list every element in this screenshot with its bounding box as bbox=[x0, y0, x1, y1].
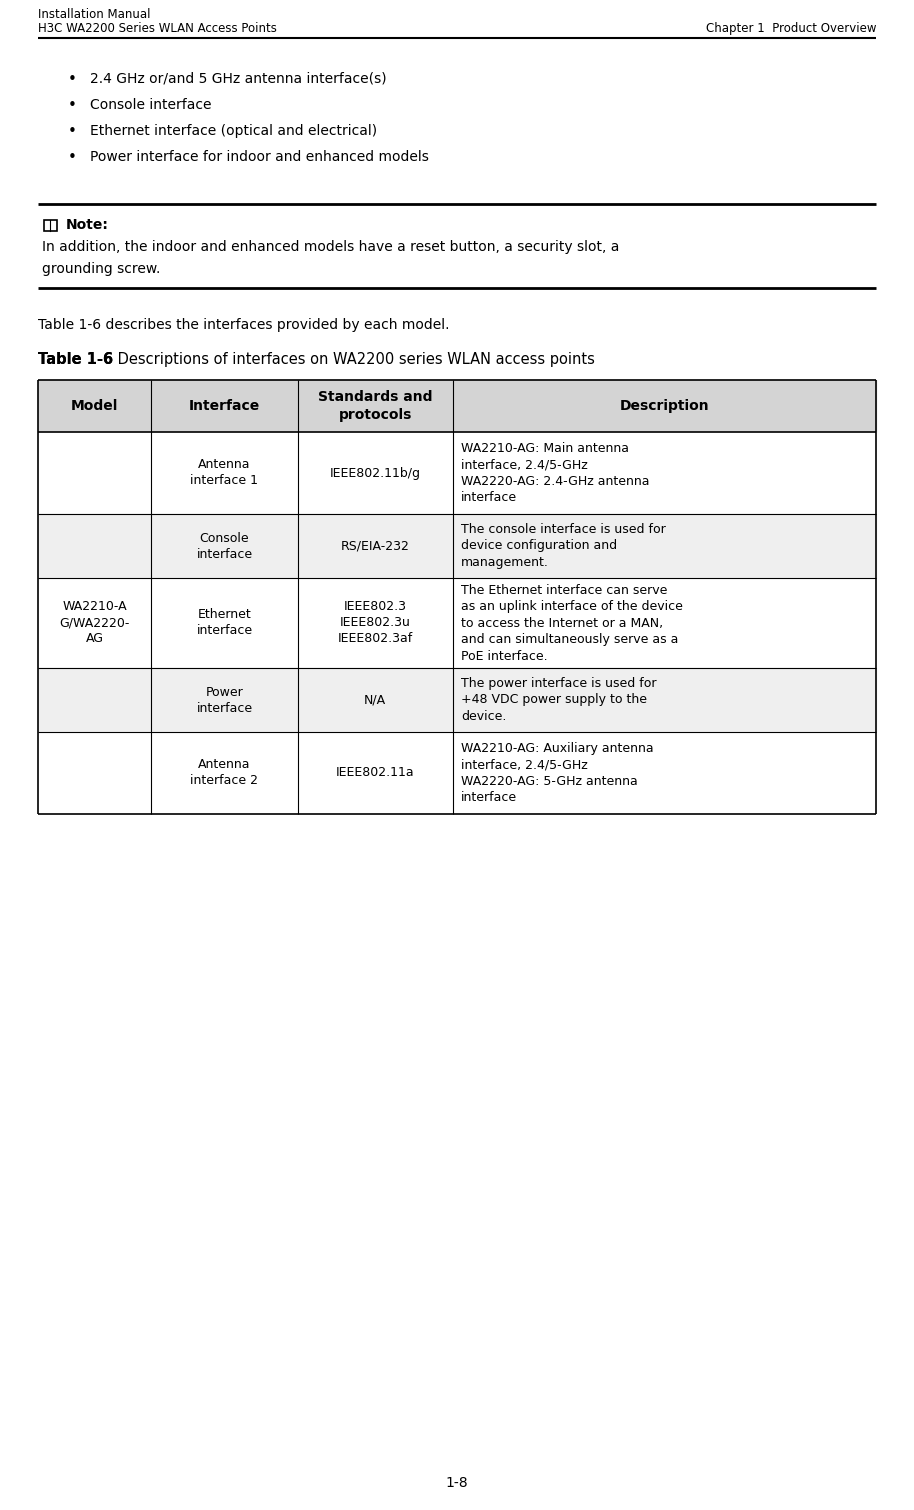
Text: WA2210-AG: Auxiliary antenna
interface, 2.4/5-GHz
WA2220-AG: 5-GHz antenna
inter: WA2210-AG: Auxiliary antenna interface, … bbox=[461, 741, 654, 805]
Text: Power
interface: Power interface bbox=[197, 686, 252, 714]
Text: Ethernet interface (optical and electrical): Ethernet interface (optical and electric… bbox=[90, 124, 377, 137]
Text: 1-8: 1-8 bbox=[446, 1475, 468, 1490]
Text: Note:: Note: bbox=[66, 217, 109, 233]
Text: The Ethernet interface can serve
as an uplink interface of the device
to access : The Ethernet interface can serve as an u… bbox=[461, 583, 683, 663]
Text: The power interface is used for
+48 VDC power supply to the
device.: The power interface is used for +48 VDC … bbox=[461, 676, 656, 723]
Text: The console interface is used for
device configuration and
management.: The console interface is used for device… bbox=[461, 522, 665, 569]
Text: WA2210-AG: Main antenna
interface, 2.4/5-GHz
WA2220-AG: 2.4-GHz antenna
interfac: WA2210-AG: Main antenna interface, 2.4/5… bbox=[461, 442, 649, 504]
Text: Descriptions of interfaces on WA2200 series WLAN access points: Descriptions of interfaces on WA2200 ser… bbox=[113, 352, 595, 367]
Text: N/A: N/A bbox=[365, 693, 387, 707]
Text: Table 1-6 describes the interfaces provided by each model.: Table 1-6 describes the interfaces provi… bbox=[38, 319, 450, 332]
Text: Power interface for indoor and enhanced models: Power interface for indoor and enhanced … bbox=[90, 149, 429, 165]
Text: Chapter 1  Product Overview: Chapter 1 Product Overview bbox=[706, 23, 876, 35]
Text: IEEE802.11a: IEEE802.11a bbox=[336, 767, 415, 779]
Text: •: • bbox=[68, 98, 77, 113]
Text: Model: Model bbox=[71, 399, 118, 414]
Text: Console
interface: Console interface bbox=[197, 532, 252, 560]
Text: Standards and
protocols: Standards and protocols bbox=[318, 391, 432, 421]
Text: Table 1-6: Table 1-6 bbox=[38, 352, 113, 367]
Text: H3C WA2200 Series WLAN Access Points: H3C WA2200 Series WLAN Access Points bbox=[38, 23, 277, 35]
Text: Description: Description bbox=[620, 399, 709, 414]
Text: grounding screw.: grounding screw. bbox=[42, 263, 160, 276]
Text: •: • bbox=[68, 149, 77, 165]
Text: •: • bbox=[68, 72, 77, 88]
Text: Ethernet
interface: Ethernet interface bbox=[197, 609, 252, 637]
Text: In addition, the indoor and enhanced models have a reset button, a security slot: In addition, the indoor and enhanced mod… bbox=[42, 240, 620, 254]
Text: IEEE802.11b/g: IEEE802.11b/g bbox=[330, 467, 420, 480]
Bar bbox=[44, 220, 57, 231]
Text: Antenna
interface 1: Antenna interface 1 bbox=[190, 459, 259, 488]
Text: •: • bbox=[68, 124, 77, 139]
Text: Antenna
interface 2: Antenna interface 2 bbox=[190, 758, 259, 788]
Text: IEEE802.3
IEEE802.3u
IEEE802.3af: IEEE802.3 IEEE802.3u IEEE802.3af bbox=[337, 601, 413, 645]
Text: Console interface: Console interface bbox=[90, 98, 211, 112]
Text: WA2210-A
G/WA2220-
AG: WA2210-A G/WA2220- AG bbox=[59, 601, 130, 645]
Text: Interface: Interface bbox=[189, 399, 260, 414]
Text: 2.4 GHz or/and 5 GHz antenna interface(s): 2.4 GHz or/and 5 GHz antenna interface(s… bbox=[90, 72, 387, 86]
Text: RS/EIA-232: RS/EIA-232 bbox=[341, 539, 409, 553]
Text: Table 1-6: Table 1-6 bbox=[38, 352, 113, 367]
Text: Installation Manual: Installation Manual bbox=[38, 8, 151, 21]
